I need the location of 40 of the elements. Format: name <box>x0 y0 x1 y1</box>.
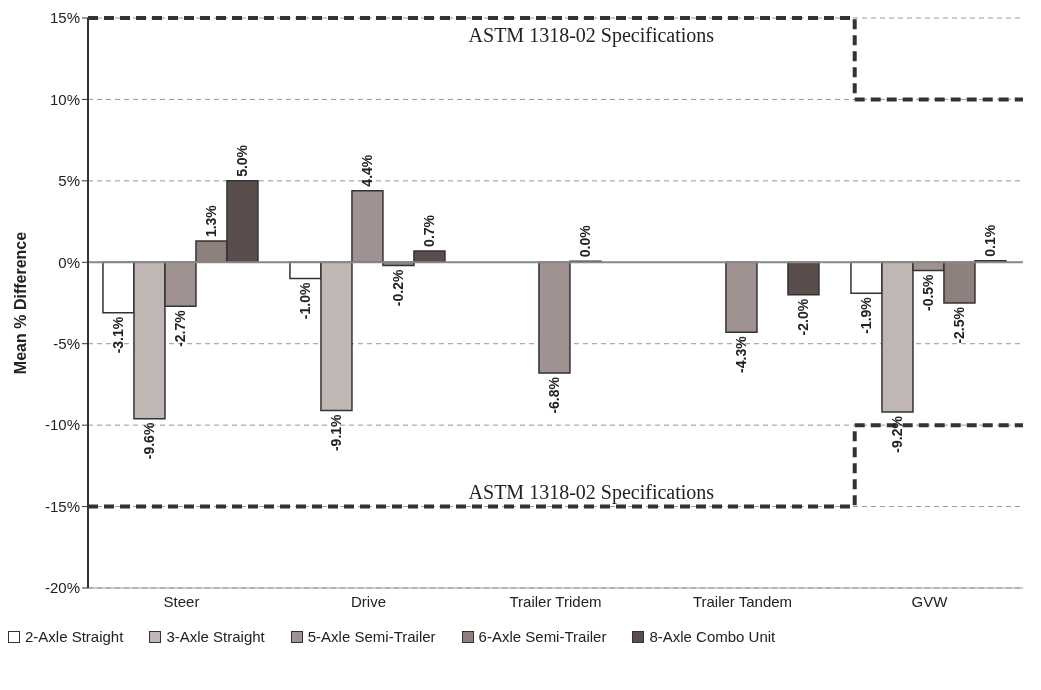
data-label: 0.0% <box>577 224 594 258</box>
y-axis-title: Mean % Difference <box>11 231 29 375</box>
legend-label: 5-Axle Semi-Trailer <box>307 628 436 645</box>
ref-line-label: ASTM 1318-02 Specifications <box>468 480 715 504</box>
data-label: -1.9% <box>858 296 875 334</box>
data-label: -9.1% <box>328 413 345 452</box>
y-tick-label: 5% <box>58 172 80 190</box>
ref-line-label: ASTM 1318-02 Specifications <box>468 24 715 47</box>
x-tick-label: Steer <box>163 592 200 610</box>
data-label: 0.1% <box>982 224 999 257</box>
y-tick-label: 0% <box>58 253 80 271</box>
data-label: 1.3% <box>203 204 220 238</box>
data-label: -2.0% <box>795 298 812 336</box>
data-label: -4.3% <box>733 335 750 373</box>
data-label: -0.5% <box>920 273 937 312</box>
x-tick-label: Trailer Tandem <box>692 592 793 610</box>
y-tick-label: -20% <box>44 579 80 597</box>
data-label: -3.1% <box>110 316 127 354</box>
y-tick-label: -15% <box>44 497 80 515</box>
legend-label: 2-Axle Straight <box>25 628 124 645</box>
legend-label: 6-Axle Semi-Trailer <box>478 628 607 645</box>
data-label: -6.8% <box>546 376 563 414</box>
x-tick-label: Drive <box>350 592 387 610</box>
data-label: -0.2% <box>390 269 407 307</box>
legend-label: 8-Axle Combo Unit <box>649 628 776 645</box>
data-label: -2.7% <box>172 309 189 347</box>
x-tick-label: Trailer Tridem <box>509 592 602 610</box>
data-label: 4.4% <box>359 154 376 187</box>
data-label: -2.5% <box>951 306 968 344</box>
y-tick-label: -10% <box>44 416 80 434</box>
y-tick-label: 15% <box>49 9 80 27</box>
y-tick-label: -5% <box>53 335 80 353</box>
data-label: -9.2% <box>889 415 906 453</box>
data-label: 5.0% <box>234 144 251 177</box>
data-label: -9.6% <box>141 422 158 460</box>
data-label: -1.0% <box>297 282 314 320</box>
data-label: 0.7% <box>421 214 438 247</box>
y-tick-label: 10% <box>49 90 80 108</box>
x-tick-label: GVW <box>911 592 949 610</box>
legend-label: 3-Axle Straight <box>166 628 265 645</box>
